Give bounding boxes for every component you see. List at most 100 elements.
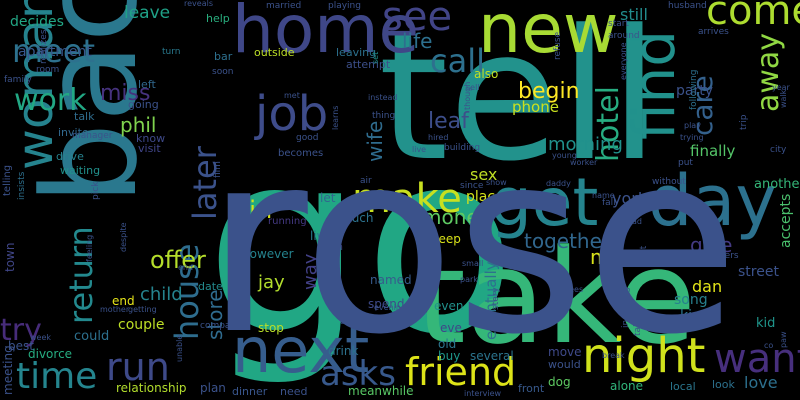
word-66: another	[754, 177, 800, 192]
word-106: interview	[464, 389, 502, 398]
word-191: air	[360, 176, 372, 186]
word-9: woman	[6, 0, 64, 170]
word-34: phil	[120, 113, 156, 137]
word-171: paw	[779, 331, 788, 348]
word-110: also	[474, 67, 498, 81]
word-69: drink	[328, 344, 358, 358]
word-174: despite	[119, 222, 128, 252]
word-100: dog	[548, 375, 571, 389]
word-94: buy	[438, 349, 460, 363]
word-22: later	[186, 145, 224, 220]
word-135: playing	[328, 1, 361, 11]
word-105: would	[548, 358, 581, 371]
word-104: front	[518, 382, 545, 395]
word-147: name	[592, 191, 615, 200]
word-73: keep	[432, 232, 461, 246]
word-47: leave	[124, 3, 170, 23]
word-122: talk	[74, 110, 95, 123]
word-11: night	[582, 328, 705, 384]
word-43: jay	[257, 272, 285, 293]
word-61: dan	[692, 277, 722, 296]
word-21: call	[430, 42, 485, 80]
word-0: go	[205, 98, 517, 389]
word-7: day	[648, 160, 777, 242]
word-148: fall	[602, 198, 616, 208]
word-142: refuse	[553, 31, 563, 60]
word-96: eve	[440, 321, 462, 335]
word-26: hotel	[591, 86, 626, 162]
word-127: pick	[91, 181, 101, 200]
word-112: though	[463, 82, 472, 110]
word-167: story	[491, 287, 501, 310]
word-189: thing	[372, 111, 395, 121]
word-102: local	[670, 380, 696, 393]
word-54: still	[620, 5, 648, 24]
word-180: unable	[175, 335, 184, 362]
word-30: try	[0, 313, 42, 348]
word-10: next	[232, 314, 369, 387]
word-183: decide	[340, 317, 367, 326]
word-116: soon	[212, 67, 233, 77]
word-23: house	[168, 244, 206, 341]
word-75: living	[310, 229, 342, 243]
word-88: relationship	[116, 381, 187, 395]
word-63: accepts	[778, 194, 794, 248]
word-164: taking	[633, 308, 643, 336]
word-132: realizes	[39, 29, 49, 64]
word-154: trip	[739, 114, 749, 130]
word-113: set	[371, 52, 380, 64]
word-89: plan	[200, 381, 226, 395]
word-115: bar	[214, 50, 233, 63]
word-99: alone	[610, 379, 643, 393]
word-64: love	[744, 373, 778, 392]
word-42: man	[590, 245, 634, 269]
word-153: city	[770, 145, 787, 155]
word-87: meeting	[1, 345, 15, 395]
word-101: move	[548, 345, 582, 359]
word-77: let	[320, 191, 336, 205]
word-177: mother	[100, 305, 130, 314]
word-20: asks	[320, 354, 396, 394]
word-81: date	[198, 280, 223, 293]
word-131: room	[36, 65, 59, 75]
word-38: store	[203, 289, 227, 340]
word-159: daddy	[546, 179, 571, 188]
word-46: child	[140, 284, 183, 305]
word-84: could	[74, 329, 109, 344]
word-14: come	[706, 0, 800, 34]
word-114: help	[206, 12, 230, 25]
word-108: leaving	[336, 46, 376, 59]
word-48: decides	[10, 14, 64, 30]
word-82: end	[112, 294, 135, 308]
word-35: life	[402, 29, 432, 53]
word-162: last	[639, 245, 649, 262]
word-194: rose	[205, 98, 739, 389]
word-158: show	[486, 178, 507, 187]
word-182: think	[323, 278, 332, 299]
word-6: home	[232, 0, 419, 68]
word-32: miss	[100, 81, 150, 106]
word-188: becomes	[278, 148, 323, 159]
word-124: invite	[58, 126, 89, 139]
word-133: reveals	[184, 0, 213, 8]
word-97: even	[434, 299, 463, 313]
word-186: met	[284, 91, 300, 100]
word-15: see	[382, 0, 452, 40]
word-155: year	[772, 83, 791, 92]
word-39: give	[690, 233, 732, 257]
word-57: party	[676, 83, 713, 99]
word-68: stop	[258, 321, 284, 335]
word-173: feel	[231, 263, 240, 278]
word-71: spend	[368, 297, 404, 311]
word-176: getting	[128, 305, 157, 314]
word-107: outside	[254, 46, 295, 59]
word-28: away	[751, 33, 786, 112]
word-40: together	[524, 229, 611, 253]
word-136: husband	[668, 1, 707, 11]
word-192: break	[602, 351, 625, 360]
word-78: much	[340, 211, 374, 225]
word-13: friend	[405, 350, 516, 394]
word-12: make	[352, 176, 462, 222]
word-95: old	[438, 337, 456, 351]
word-128: telling	[2, 165, 13, 196]
